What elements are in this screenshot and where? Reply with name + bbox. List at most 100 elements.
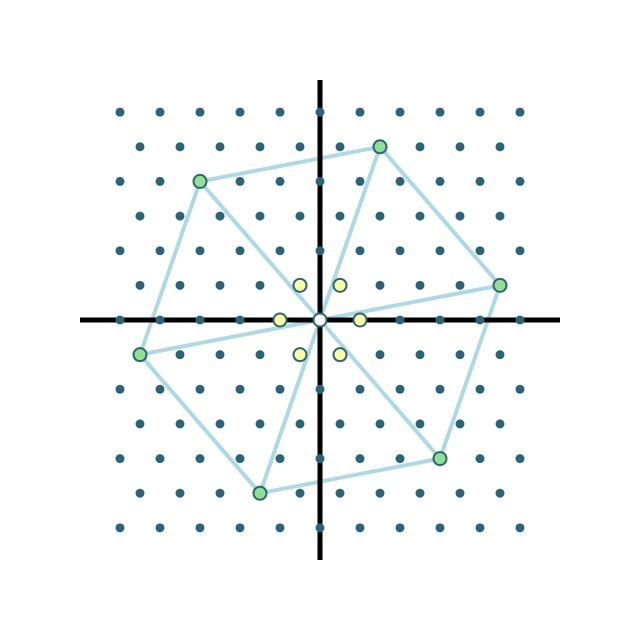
lattice-dot bbox=[235, 176, 245, 186]
lattice-dot bbox=[355, 107, 365, 117]
lattice-dot bbox=[175, 419, 185, 429]
lattice-dot bbox=[155, 246, 165, 256]
sublattice-edge bbox=[198, 179, 322, 322]
lattice-dot bbox=[115, 315, 125, 325]
nearest-neighbor-points bbox=[272, 277, 368, 363]
lattice-dot bbox=[355, 454, 365, 464]
lattice-dot bbox=[475, 523, 485, 533]
lattice-dot bbox=[155, 176, 165, 186]
lattice-dot bbox=[415, 350, 425, 360]
lattice-dot bbox=[435, 523, 445, 533]
lattice-dot bbox=[275, 523, 285, 533]
lattice-dot bbox=[495, 350, 505, 360]
lattice-dot bbox=[295, 488, 305, 498]
origin-point bbox=[312, 312, 328, 328]
lattice-dot bbox=[495, 419, 505, 429]
lattice-dot bbox=[315, 454, 325, 464]
lattice-dot bbox=[135, 280, 145, 290]
lattice-dot bbox=[415, 280, 425, 290]
sublattice-edge bbox=[258, 318, 322, 496]
origin-point-group bbox=[312, 312, 328, 328]
lattice-dot bbox=[275, 107, 285, 117]
nearest-neighbor-node bbox=[352, 312, 368, 328]
lattice-dot bbox=[295, 142, 305, 152]
lattice-dot bbox=[215, 419, 225, 429]
lattice-dot bbox=[455, 419, 465, 429]
lattice-dot bbox=[415, 488, 425, 498]
sublattice-edge bbox=[438, 283, 502, 461]
lattice-dot bbox=[175, 280, 185, 290]
lattice-dot bbox=[315, 107, 325, 117]
lattice-dot bbox=[255, 211, 265, 221]
lattice-dot bbox=[155, 523, 165, 533]
lattice-dot bbox=[395, 454, 405, 464]
nearest-neighbor-node bbox=[332, 277, 348, 293]
lattice-dot bbox=[375, 280, 385, 290]
lattice-points bbox=[115, 107, 525, 533]
lattice-dot bbox=[435, 176, 445, 186]
lattice-dot bbox=[435, 384, 445, 394]
nearest-neighbor-node bbox=[292, 347, 308, 363]
lattice-dot bbox=[435, 246, 445, 256]
lattice-dot bbox=[215, 350, 225, 360]
lattice-dot bbox=[255, 419, 265, 429]
lattice-dot bbox=[315, 176, 325, 186]
sublattice-node bbox=[432, 451, 448, 467]
lattice-dot bbox=[355, 176, 365, 186]
lattice-dot bbox=[475, 246, 485, 256]
lattice-dot bbox=[195, 523, 205, 533]
lattice-dot bbox=[115, 454, 125, 464]
lattice-dot bbox=[315, 384, 325, 394]
lattice-dot bbox=[455, 280, 465, 290]
nearest-neighbor-node bbox=[332, 347, 348, 363]
lattice-dot bbox=[215, 142, 225, 152]
lattice-dot bbox=[115, 384, 125, 394]
lattice-dot bbox=[295, 211, 305, 221]
lattice-dot bbox=[235, 523, 245, 533]
lattice-dot bbox=[455, 350, 465, 360]
lattice-dot bbox=[215, 280, 225, 290]
lattice-dot bbox=[375, 211, 385, 221]
lattice-dot bbox=[235, 315, 245, 325]
lattice-dot bbox=[515, 107, 525, 117]
lattice-dot bbox=[415, 211, 425, 221]
lattice-dot bbox=[235, 384, 245, 394]
lattice-dot bbox=[235, 246, 245, 256]
lattice-dot bbox=[435, 107, 445, 117]
lattice-dot bbox=[415, 142, 425, 152]
lattice-dot bbox=[515, 246, 525, 256]
nearest-neighbor-node bbox=[292, 277, 308, 293]
lattice-dot bbox=[315, 246, 325, 256]
lattice-dot bbox=[515, 384, 525, 394]
lattice-dot bbox=[455, 211, 465, 221]
nearest-neighbor-node bbox=[272, 312, 288, 328]
lattice-dot bbox=[475, 454, 485, 464]
lattice-dot bbox=[375, 419, 385, 429]
lattice-dot bbox=[135, 142, 145, 152]
lattice-dot bbox=[335, 419, 345, 429]
sublattice-edge bbox=[318, 283, 502, 322]
lattice-dot bbox=[155, 107, 165, 117]
lattice-dot bbox=[375, 350, 385, 360]
lattice-dot bbox=[515, 315, 525, 325]
lattice-dot bbox=[335, 488, 345, 498]
sublattice-edge bbox=[138, 352, 262, 496]
sublattice-node bbox=[132, 347, 148, 363]
sublattice-edge bbox=[138, 318, 322, 357]
lattice-dot bbox=[395, 523, 405, 533]
lattice-dot bbox=[395, 246, 405, 256]
sublattice-edge bbox=[378, 144, 502, 288]
sublattice-edge bbox=[318, 144, 382, 322]
lattice-dot bbox=[255, 142, 265, 152]
lattice-dot bbox=[395, 384, 405, 394]
lattice-dot bbox=[215, 488, 225, 498]
lattice-dot bbox=[275, 454, 285, 464]
lattice-dot bbox=[495, 142, 505, 152]
lattice-dot bbox=[395, 176, 405, 186]
lattice-dot bbox=[115, 176, 125, 186]
sublattice-edge bbox=[258, 456, 442, 496]
lattice-dot bbox=[115, 107, 125, 117]
lattice-dot bbox=[175, 350, 185, 360]
lattice-dot bbox=[135, 488, 145, 498]
lattice-dot bbox=[155, 315, 165, 325]
